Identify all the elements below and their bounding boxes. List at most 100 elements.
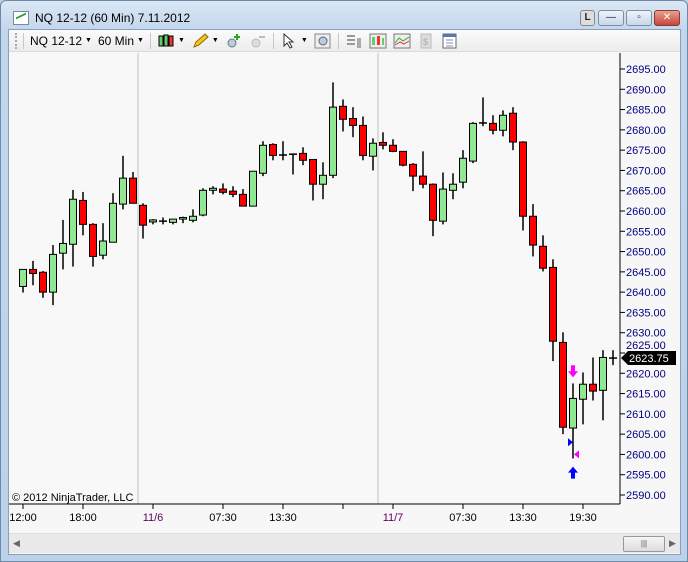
zoom-box-icon[interactable] xyxy=(314,33,332,49)
scroll-right-icon[interactable]: ▶ xyxy=(669,538,676,548)
close-button[interactable]: ✕ xyxy=(654,10,680,26)
bar-chart-icon[interactable] xyxy=(369,33,387,49)
candle-body xyxy=(569,397,577,429)
time-tick-label: 07:30 xyxy=(449,512,477,524)
horizontal-scrollbar[interactable]: ◀ ||| ▶ xyxy=(9,533,680,553)
chevron-down-icon: ▼ xyxy=(177,37,185,44)
candle-body xyxy=(429,183,437,221)
instrument-label: NQ 12-12 xyxy=(30,33,83,48)
candle-body xyxy=(39,271,47,293)
candle-body xyxy=(589,383,597,392)
instrument-selector[interactable]: NQ 12-12 ▼ xyxy=(30,34,92,48)
toolbar-grip[interactable] xyxy=(15,32,17,49)
candle-body xyxy=(299,152,307,161)
candle-body xyxy=(199,189,207,216)
candle-body xyxy=(389,144,397,152)
candle-body xyxy=(539,245,547,269)
candle-body xyxy=(529,215,537,246)
properties-icon[interactable] xyxy=(441,33,459,49)
price-tick-label: 2605.00 xyxy=(626,429,666,441)
signal-arrow-up-icon xyxy=(568,466,578,479)
price-tick-label: 2600.00 xyxy=(626,449,666,461)
candle-body xyxy=(149,219,157,223)
price-tick-label: 2695.00 xyxy=(626,64,666,76)
price-tick-label: 2635.00 xyxy=(626,307,666,319)
candle-body xyxy=(519,141,527,217)
candle-body xyxy=(369,142,377,157)
candle-body xyxy=(489,122,497,131)
data-box-icon[interactable] xyxy=(345,33,363,49)
price-tick-label: 2650.00 xyxy=(626,247,666,259)
cursor-mode-button[interactable]: ▼ xyxy=(280,32,308,49)
minimize-button[interactable]: — xyxy=(598,10,624,26)
price-tick-label: 2640.00 xyxy=(626,287,666,299)
signal-triangle-left-icon xyxy=(574,450,579,459)
price-tick-label: 2595.00 xyxy=(626,470,666,482)
last-price-marker xyxy=(621,351,676,366)
price-tick-label: 2630.00 xyxy=(626,328,666,340)
time-tick-label: 19:30 xyxy=(569,512,597,524)
candle-body xyxy=(319,174,327,185)
toolbar: NQ 12-12 ▼ 60 Min ▼ ▼ ▼ ▼ $ xyxy=(9,30,680,52)
candle-body xyxy=(409,163,417,177)
candle-body xyxy=(469,122,477,162)
time-tick-label: 11/7 xyxy=(383,512,404,524)
price-tick-label: 2670.00 xyxy=(626,165,666,177)
strategies-icon[interactable]: $ xyxy=(417,33,435,49)
price-tick-label: 2675.00 xyxy=(626,145,666,157)
candle-body xyxy=(449,183,457,191)
candle-body xyxy=(269,143,277,156)
candle-body xyxy=(549,266,557,342)
candle-body xyxy=(139,204,147,226)
zoom-in-icon[interactable] xyxy=(225,33,243,49)
time-tick-label: 07:30 xyxy=(209,512,237,524)
candle-body xyxy=(249,170,257,207)
candle-body xyxy=(209,187,217,191)
chart-style-button[interactable]: ▼ xyxy=(157,33,185,49)
pencil-draw-icon xyxy=(192,32,209,48)
time-tick-label: 18:00 xyxy=(69,512,97,524)
interval-label: 60 Min xyxy=(97,33,134,48)
plot-area xyxy=(9,53,620,504)
chevron-down-icon: ▼ xyxy=(137,37,144,44)
price-tick-label: 2660.00 xyxy=(626,206,666,218)
price-tick-label: 2610.00 xyxy=(626,409,666,421)
candle-body xyxy=(359,124,367,156)
candle-body xyxy=(89,223,97,257)
candle-body xyxy=(179,216,187,220)
price-tick-label: 2685.00 xyxy=(626,105,666,117)
window-title: NQ 12-12 (60 Min) 7.11.2012 xyxy=(35,11,191,25)
drawing-tools-button[interactable]: ▼ xyxy=(191,32,219,49)
time-tick-label: 13:30 xyxy=(509,512,537,524)
candle-body xyxy=(29,268,37,274)
candle-body xyxy=(579,383,587,400)
maximize-button[interactable]: ▫ xyxy=(626,10,652,26)
chevron-down-icon: ▼ xyxy=(211,37,219,44)
copyright-text: © 2012 NinjaTrader, LLC xyxy=(12,492,133,504)
candle-body xyxy=(169,218,177,223)
toolbar-divider xyxy=(337,32,339,49)
scrollbar-thumb[interactable]: ||| xyxy=(623,536,665,552)
candle-body xyxy=(189,215,197,221)
toolbar-divider xyxy=(272,32,274,49)
toolbar-divider xyxy=(23,32,24,49)
price-tick-label: 2665.00 xyxy=(626,186,666,198)
candle-body xyxy=(59,242,67,254)
candle-body xyxy=(379,141,387,146)
candle-body xyxy=(49,253,57,293)
candle-body xyxy=(309,158,317,185)
svg-text:$: $ xyxy=(423,37,428,47)
scroll-left-icon[interactable]: ◀ xyxy=(13,538,20,548)
candle-body xyxy=(419,175,427,185)
price-chart[interactable]: 2695.00 2690.00 2685.00 2680.00 2675.00 2670.… xyxy=(9,52,680,533)
link-button[interactable]: L xyxy=(580,10,595,26)
indicators-icon[interactable] xyxy=(393,33,411,49)
interval-selector[interactable]: 60 Min ▼ xyxy=(98,34,144,48)
price-tick-label: 2625.00 xyxy=(626,340,666,352)
candle-body xyxy=(509,112,517,143)
candle-body xyxy=(219,188,227,193)
zoom-out-icon[interactable] xyxy=(249,33,267,49)
chart-client: NQ 12-12 ▼ 60 Min ▼ ▼ ▼ ▼ $ 2695.00 2690.00… xyxy=(8,29,681,555)
candle-body xyxy=(99,240,107,256)
